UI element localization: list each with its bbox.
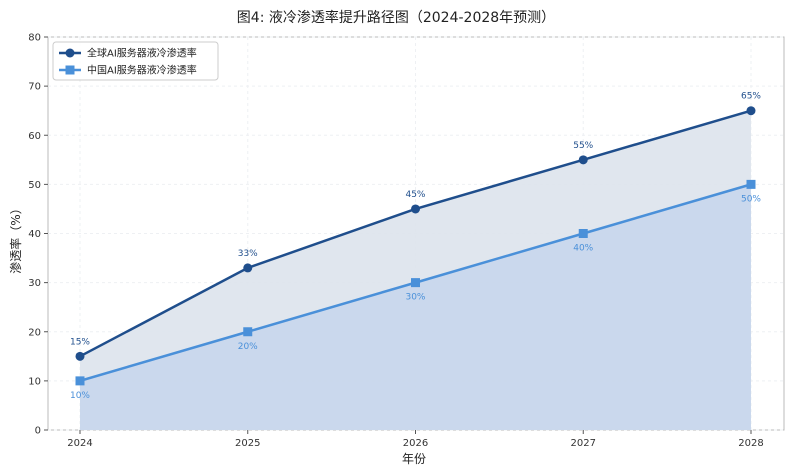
legend-label-1: 全球AI服务器液冷渗透率 (87, 47, 197, 60)
y-axis-label: 渗透率（%） (8, 202, 23, 273)
legend-marker-2 (65, 65, 75, 75)
y-tick-label: 0 (35, 426, 41, 437)
series-1-point (746, 106, 756, 116)
series-1-data-label: 55% (573, 141, 593, 151)
series-2-data-label: 20% (238, 342, 258, 352)
series-1-point (578, 155, 588, 165)
x-tick-label: 2025 (235, 438, 260, 449)
legend-label-2: 中国AI服务器液冷渗透率 (87, 64, 197, 77)
series-1-data-label: 65% (741, 92, 761, 102)
y-tick-label: 60 (28, 131, 41, 142)
x-tick-label: 2028 (738, 438, 763, 449)
y-tick-label: 50 (28, 180, 41, 191)
series-1-data-label: 33% (238, 249, 258, 259)
series-2-data-label: 30% (405, 293, 425, 303)
y-tick-label: 70 (28, 82, 41, 93)
series-1-point (411, 204, 420, 214)
series-2-data-label: 10% (70, 391, 90, 401)
chart-title: 图4: 液冷渗透率提升路径图（2024-2028年预测） (237, 9, 555, 26)
series-2-point (746, 179, 756, 189)
series-2-point (75, 376, 85, 386)
y-tick-label: 10 (28, 376, 41, 387)
series-1-point (75, 351, 85, 361)
x-axis-label: 年份 (402, 452, 426, 466)
y-tick-label: 40 (28, 229, 41, 240)
series-2-data-label: 50% (741, 194, 761, 204)
x-tick-label: 2026 (403, 438, 428, 449)
y-tick-label: 20 (28, 327, 41, 338)
series-2-point (578, 229, 588, 238)
legend-box (52, 41, 219, 81)
series-2-point (243, 327, 253, 337)
plot-area: 0 10 20 30 40 50 60 70 80 2024 2025 2026 2027 2028 15%… (28, 33, 785, 449)
series-2-data-label: 40% (573, 244, 593, 254)
series-area-2 (80, 184, 751, 430)
series-1-data-label: 45% (405, 190, 425, 200)
x-tick-label: 2027 (571, 438, 596, 449)
series-2-point (411, 278, 420, 288)
x-tick-label: 2024 (67, 438, 92, 449)
legend-marker-1 (65, 48, 75, 58)
y-tick-label: 30 (28, 278, 41, 289)
y-tick-label: 80 (28, 33, 41, 44)
series-1-point (243, 263, 253, 273)
series-1-data-label: 15% (70, 337, 90, 347)
